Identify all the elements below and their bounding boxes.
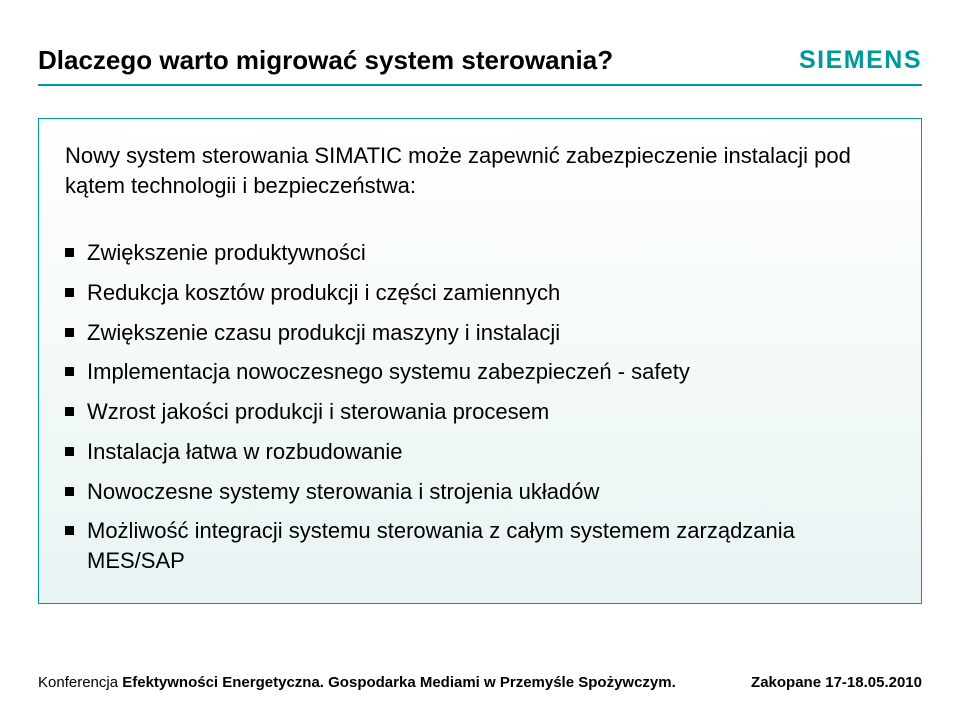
list-item: Redukcja kosztów produkcji i części zami… bbox=[65, 278, 895, 308]
intro-paragraph: Nowy system sterowania SIMATIC może zape… bbox=[65, 141, 895, 200]
footer-conf-label: Konferencja bbox=[38, 674, 122, 691]
footer-conf-title: Efektywności Energetyczna. Gospodarka Me… bbox=[122, 674, 676, 691]
footer: Konferencja Efektywności Energetyczna. G… bbox=[38, 674, 922, 691]
list-item: Implementacja nowoczesnego systemu zabez… bbox=[65, 357, 895, 387]
list-item: Instalacja łatwa w rozbudowanie bbox=[65, 437, 895, 467]
list-item: Zwiększenie produktywności bbox=[65, 238, 895, 268]
title-underline bbox=[38, 84, 922, 86]
bullet-list: Zwiększenie produktywności Redukcja kosz… bbox=[65, 238, 895, 575]
list-item: Zwiększenie czasu produkcji maszyny i in… bbox=[65, 318, 895, 348]
slide-root: Dlaczego warto migrować system sterowani… bbox=[0, 0, 960, 717]
footer-left: Konferencja Efektywności Energetyczna. G… bbox=[38, 674, 676, 691]
list-item: Możliwość integracji systemu sterowania … bbox=[65, 516, 895, 575]
list-item: Wzrost jakości produkcji i sterowania pr… bbox=[65, 397, 895, 427]
footer-location-date: Zakopane 17-18.05.2010 bbox=[751, 674, 922, 691]
siemens-logo: SIEMENS bbox=[799, 46, 922, 75]
title-bar: Dlaczego warto migrować system sterowani… bbox=[38, 36, 922, 84]
content-box: Nowy system sterowania SIMATIC może zape… bbox=[38, 118, 922, 604]
slide-title: Dlaczego warto migrować system sterowani… bbox=[38, 45, 613, 76]
list-item: Nowoczesne systemy sterowania i strojeni… bbox=[65, 477, 895, 507]
